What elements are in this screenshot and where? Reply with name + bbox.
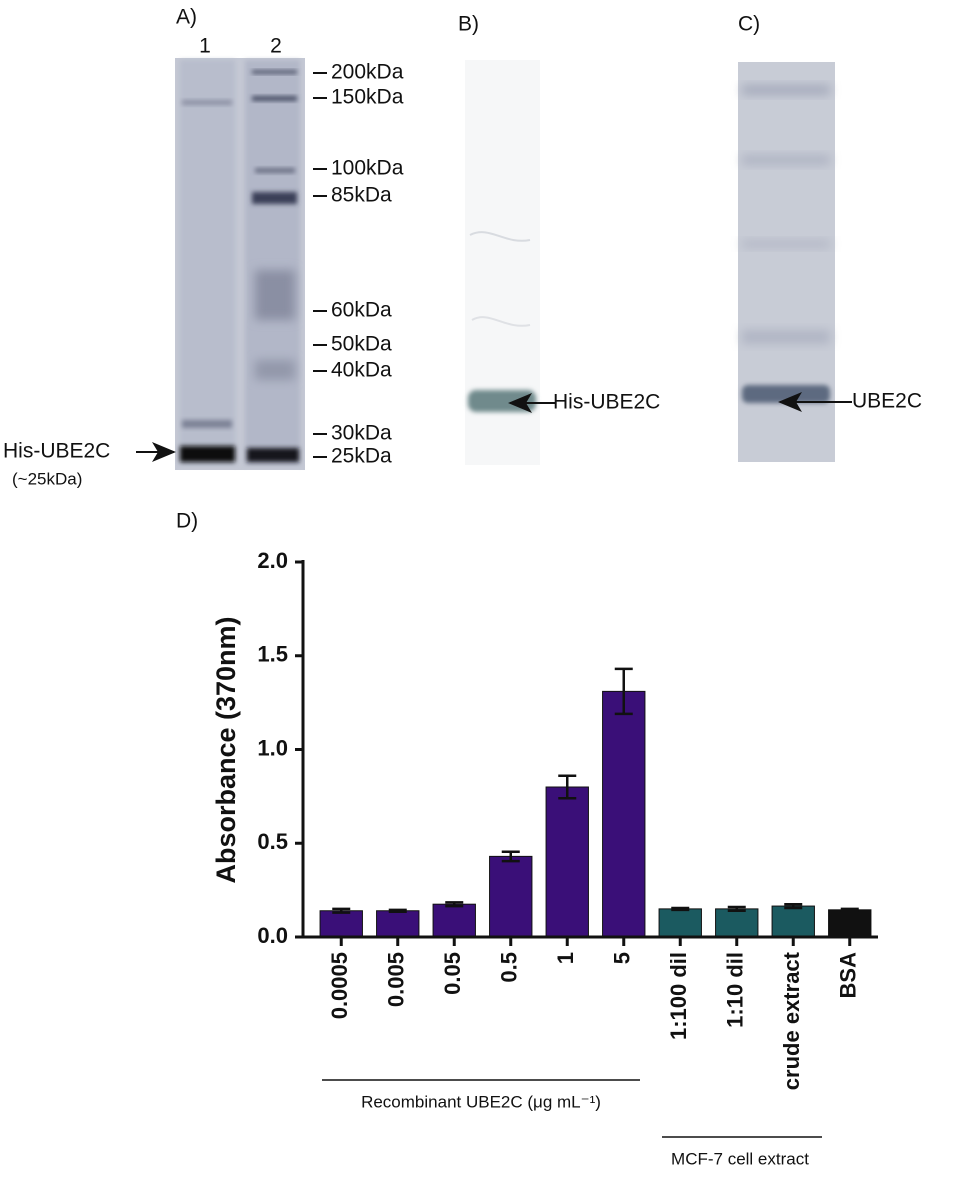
bar bbox=[432, 903, 476, 938]
x-tick-label: crude extract bbox=[779, 951, 804, 1090]
group-label: Recombinant UBE2C (μg mL⁻¹) bbox=[361, 1092, 601, 1111]
y-tick-label: 0.0 bbox=[257, 923, 288, 948]
bar bbox=[828, 909, 872, 938]
bar bbox=[376, 910, 420, 938]
gel-image bbox=[175, 58, 305, 470]
marker-ticks bbox=[313, 72, 327, 458]
panel-label: D) bbox=[176, 510, 198, 533]
x-tick-label: 1 bbox=[553, 952, 578, 964]
marker-label: 100kDa bbox=[331, 157, 404, 180]
bar bbox=[545, 786, 589, 938]
error-bar bbox=[614, 667, 633, 716]
marker-label: 85kDa bbox=[331, 184, 392, 207]
bar bbox=[319, 910, 363, 938]
error-bar bbox=[388, 908, 407, 913]
x-tick-label: BSA bbox=[836, 952, 861, 999]
panel-label: B) bbox=[458, 13, 479, 36]
bar bbox=[602, 690, 646, 938]
band-label: His-UBE2C bbox=[553, 391, 660, 414]
marker-label: 25kDa bbox=[331, 445, 392, 468]
x-tick-label: 1:10 dil bbox=[723, 952, 748, 1028]
y-tick-label: 2.0 bbox=[257, 548, 288, 573]
size-note: (~25kDa) bbox=[12, 469, 82, 488]
x-tick-label: 0.0005 bbox=[327, 952, 352, 1019]
bar bbox=[489, 855, 533, 938]
y-axis-label: Absorbance (370nm) bbox=[211, 616, 241, 883]
x-tick-label: 0.05 bbox=[440, 952, 465, 995]
marker-label: 50kDa bbox=[331, 333, 392, 356]
panel-label: A) bbox=[176, 6, 197, 29]
error-bar bbox=[840, 907, 859, 912]
y-tick-label: 1.5 bbox=[257, 642, 288, 667]
error-bar bbox=[501, 850, 520, 863]
x-tick-label: 5 bbox=[610, 952, 635, 964]
bar bbox=[658, 908, 702, 938]
blot-image bbox=[465, 60, 540, 465]
error-bar bbox=[558, 774, 577, 800]
band-label: UBE2C bbox=[852, 390, 922, 413]
marker-label: 200kDa bbox=[331, 61, 404, 84]
error-bar bbox=[445, 901, 464, 908]
y-tick-label: 0.5 bbox=[257, 829, 288, 854]
error-bar bbox=[784, 902, 803, 910]
marker-label: 60kDa bbox=[331, 299, 392, 322]
lane-label: 1 bbox=[199, 35, 211, 58]
x-tick-label: 1:100 dil bbox=[666, 952, 691, 1040]
marker-label: 40kDa bbox=[331, 359, 392, 382]
protein-label: His-UBE2C bbox=[3, 440, 110, 463]
error-bar bbox=[332, 907, 351, 914]
bar bbox=[771, 905, 815, 938]
y-tick-label: 1.0 bbox=[257, 735, 288, 760]
error-bar bbox=[727, 905, 746, 912]
panel-label: C) bbox=[738, 13, 760, 36]
lane-label: 2 bbox=[270, 35, 282, 58]
marker-label: 30kDa bbox=[331, 422, 392, 445]
x-tick-label: 0.005 bbox=[384, 952, 409, 1007]
error-bar bbox=[671, 906, 690, 912]
x-tick-label: 0.5 bbox=[497, 952, 522, 983]
bar bbox=[715, 908, 759, 938]
group-label: MCF-7 cell extract bbox=[671, 1149, 809, 1168]
marker-label: 150kDa bbox=[331, 86, 404, 109]
